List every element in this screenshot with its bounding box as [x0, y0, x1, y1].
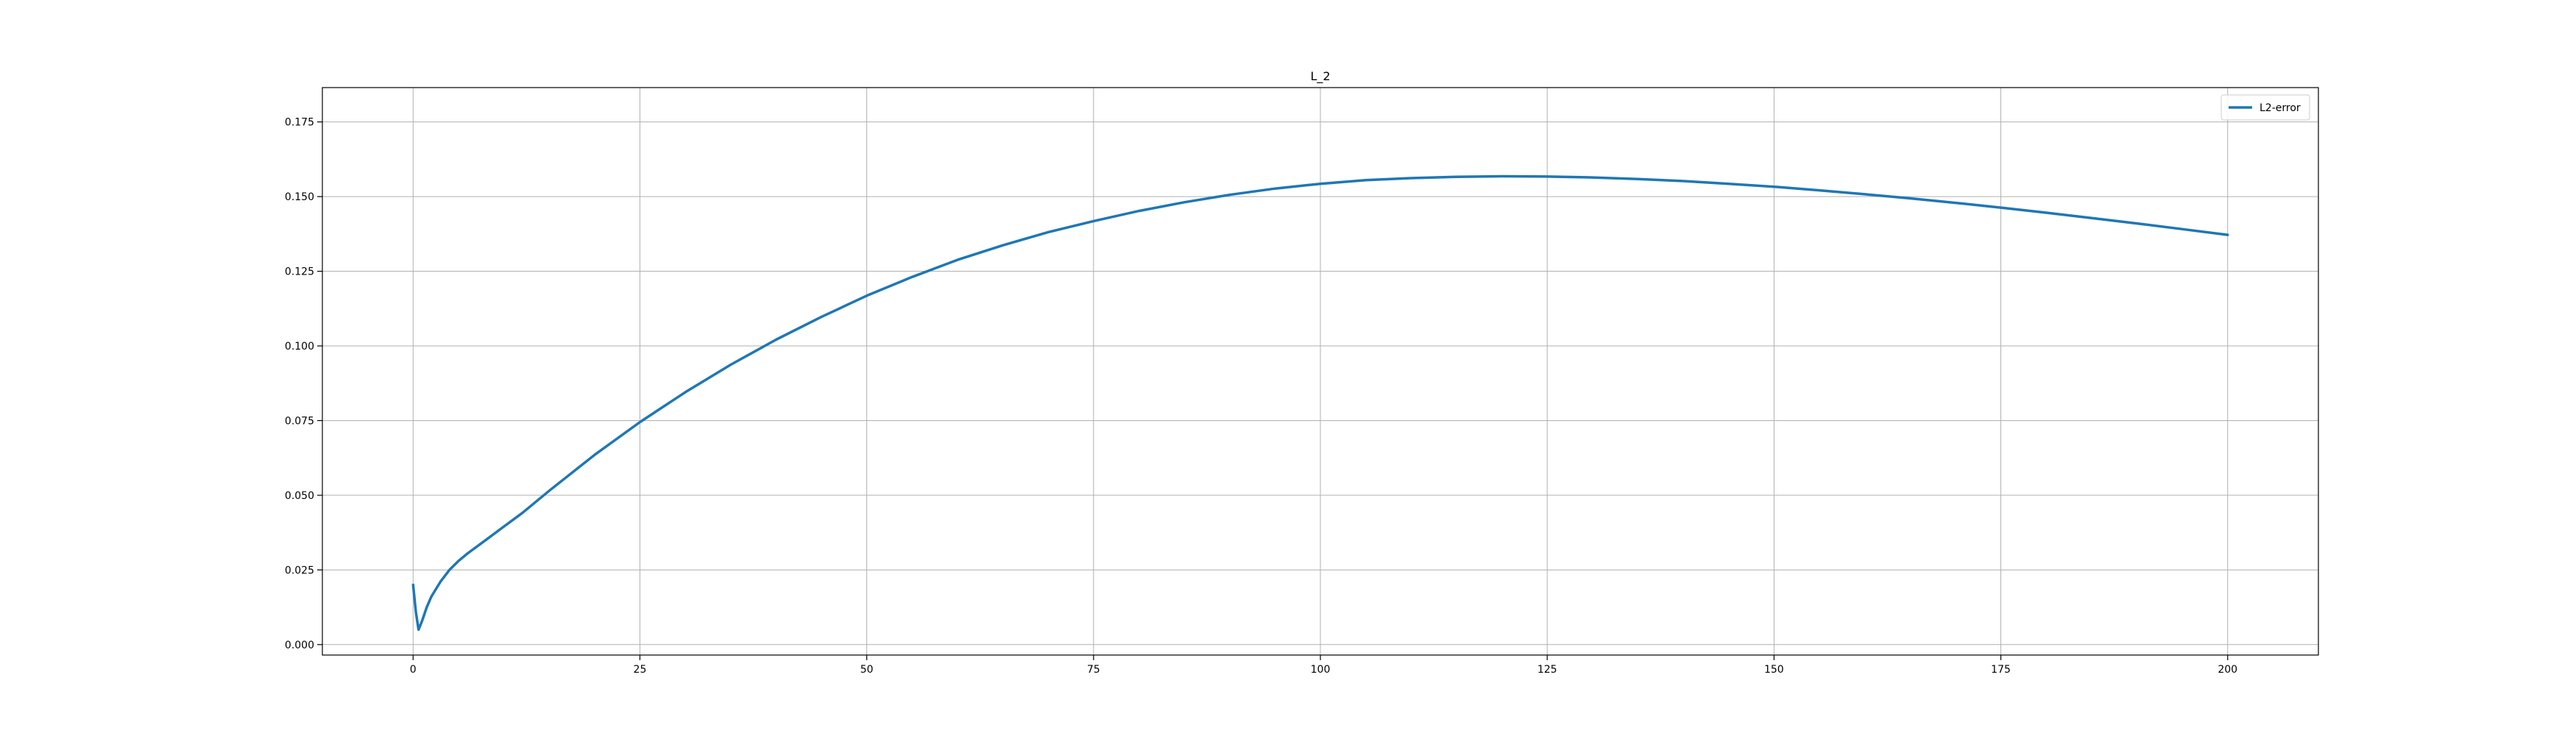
x-tick-label: 200: [2218, 664, 2237, 676]
y-tick-label: 0.175: [285, 117, 314, 129]
y-tick-label: 0.100: [285, 341, 314, 353]
x-tick-label: 0: [410, 664, 417, 676]
x-tick-label: 50: [860, 664, 874, 676]
chart-title: L_2: [1310, 69, 1330, 84]
x-tick-label: 100: [1311, 664, 1331, 676]
y-tick-label: 0.025: [285, 565, 314, 576]
x-tick-label: 175: [1991, 664, 2011, 676]
legend-box: [2221, 94, 2310, 121]
y-tick-label: 0.150: [285, 191, 314, 203]
y-tick-label: 0.000: [285, 640, 314, 651]
x-tick-label: 125: [1538, 664, 1557, 676]
legend-label-l2-error: L2-error: [2260, 102, 2301, 114]
grid: [322, 88, 2318, 655]
series-layer: [411, 174, 2229, 631]
y-tick-label: 0.050: [285, 490, 314, 502]
x-tick-label: 150: [1764, 664, 1784, 676]
legend: L2-error: [2221, 94, 2310, 121]
y-tick-label: 0.075: [285, 415, 314, 427]
x-tick-label: 25: [634, 664, 647, 676]
series-line-l2-error: [411, 174, 2229, 631]
x-tick-label: 75: [1087, 664, 1100, 676]
y-tick-label: 0.125: [285, 266, 314, 278]
ticks: 0 25 50 75 100 125 150 175 200 0.000 0.025 0.050 0.0…: [285, 117, 2237, 676]
